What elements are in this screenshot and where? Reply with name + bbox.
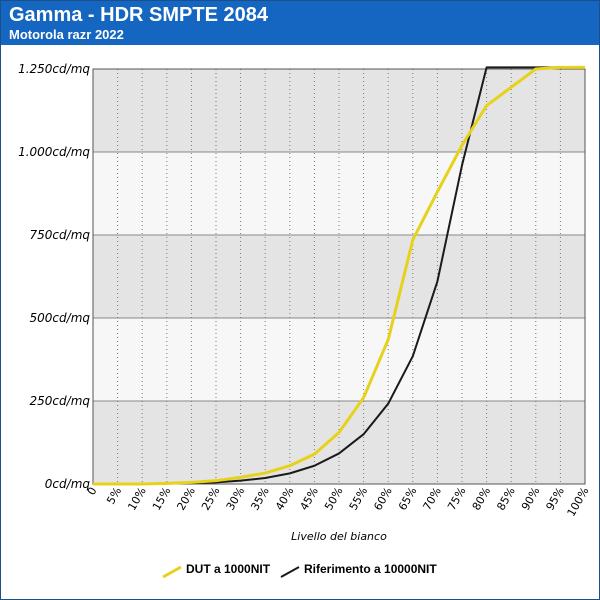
y-tick-label: 0cd/mq: [45, 477, 91, 491]
plot-band: [93, 69, 585, 152]
plot-band: [93, 235, 585, 318]
x-tick-label: 55%: [347, 485, 370, 513]
plot-axes: [92, 68, 586, 485]
x-tick-label: 75%: [445, 485, 468, 513]
x-tick-label: 100%: [565, 485, 592, 519]
y-tick-label: 1.000cd/mq: [18, 145, 90, 159]
x-tick-label: 85%: [494, 485, 517, 513]
x-tick-label: 35%: [248, 485, 271, 513]
x-tick-label: 20%: [175, 485, 198, 513]
legend-swatch: [162, 565, 182, 579]
x-tick-label: 40%: [273, 485, 296, 513]
x-tick-label: 45%: [298, 485, 321, 513]
chart-title: Gamma - HDR SMPTE 2084: [9, 4, 268, 26]
x-tick-label: 50%: [322, 485, 345, 513]
series-lines: [93, 65, 585, 486]
legend-label: Riferimento a 10000NIT: [304, 562, 437, 576]
legend-swatch: [280, 566, 300, 578]
x-tick-label: 70%: [421, 485, 444, 513]
plot-band: [93, 318, 585, 401]
x-tick-label: 0: [85, 485, 100, 498]
y-tick-label: 250cd/mq: [30, 394, 91, 408]
x-tick-label: 5%: [104, 485, 124, 507]
x-tick-label: 80%: [470, 485, 493, 513]
y-tick-label: 1.250cd/mq: [18, 62, 90, 76]
x-tick-label: 60%: [371, 485, 394, 513]
x-tick-label: 15%: [150, 485, 173, 513]
plot-bands: [93, 69, 585, 484]
x-tick-label: 25%: [199, 485, 222, 513]
series-line: [93, 65, 585, 486]
chart-header: Gamma - HDR SMPTE 2084 Motorola razr 202…: [1, 1, 599, 45]
x-tick-label: 90%: [519, 485, 542, 513]
x-tick-label: 65%: [396, 485, 419, 513]
x-tick-label: 30%: [224, 485, 247, 513]
y-tick-label: 500cd/mq: [30, 311, 91, 325]
plot-border: [92, 68, 586, 485]
x-tick-label: 95%: [544, 485, 567, 513]
y-tick-label: 750cd/mq: [30, 228, 91, 242]
x-tick-label: 10%: [125, 485, 148, 513]
legend: DUT a 1000NIT Riferimento a 10000NIT: [162, 562, 437, 579]
y-tick-labels: 0cd/mq 250cd/mq 500cd/mq 750cd/mq 1.000cd/mq…: [18, 62, 90, 491]
chart-subtitle: Motorola razr 2022: [9, 27, 124, 42]
legend-label: DUT a 1000NIT: [186, 562, 271, 576]
x-axis-label: Livello del bianco: [291, 530, 387, 543]
x-tick-labels: 0 5% 10% 15% 20% 25% 30% 35% 40% 45% 50% 55% 60% 65% 7…: [85, 485, 592, 519]
plot-band: [93, 401, 585, 484]
